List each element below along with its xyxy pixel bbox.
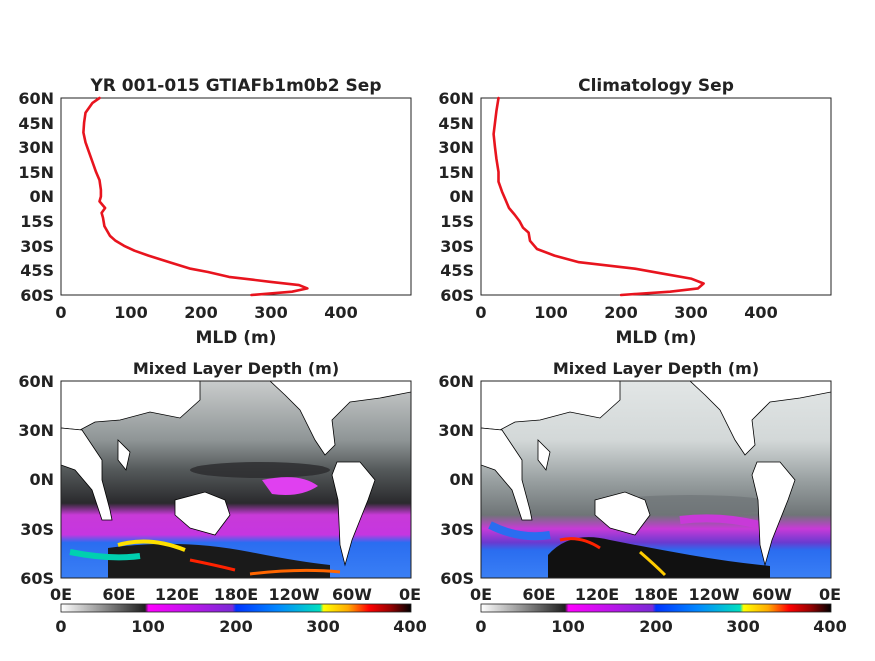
x-tick-label: 300 [254,303,287,322]
x-ticks: 0 100 200 300 400 [55,303,357,322]
colorbar-tick-label: 200 [639,617,672,636]
y-tick-label: 60N [18,89,54,108]
x-tick-label: 120E [155,585,199,604]
y-tick-label: 60N [438,372,474,391]
colorbar-tick-label: 100 [131,617,164,636]
y-ticks: 60N 45N 30N 15N 0N 15S 30S 45S 60S [18,89,54,305]
y-tick-label: 0N [29,470,54,489]
map-field [481,381,831,578]
y-tick-label: 15S [20,212,54,231]
profile-panel-left: YR 001-015 GTIAFb1m0b2 Sep 0 100 200 300… [18,76,412,348]
y-ticks: 60N 30N 0N 30S 60S [18,372,54,588]
x-tick-label: 400 [324,303,357,322]
x-tick-label: 0E [50,585,72,604]
y-tick-label: 45S [20,261,54,280]
x-tick-label: 100 [534,303,567,322]
y-tick-label: 60S [20,569,54,588]
map-field [61,381,411,578]
mld-map-right: Mixed Layer Depth (m) 60N 30N 0N 30S 60S [438,359,846,636]
x-tick-label: 0E [399,585,421,604]
colorbar [480,603,832,613]
chart-title: YR 001-015 GTIAFb1m0b2 Sep [89,76,381,96]
y-tick-label: 45N [18,114,54,133]
colorbar-tick-label: 300 [306,617,339,636]
colorbar-tick-label: 200 [219,617,252,636]
x-tick-label: 0E [819,585,841,604]
y-tick-label: 30N [18,138,54,157]
y-tick-label: 15N [438,163,474,182]
y-tick-label: 30N [18,421,54,440]
y-tick-label: 30S [440,520,474,539]
colorbar [60,603,412,613]
y-tick-label: 30N [438,138,474,157]
x-tick-label: 180E [214,585,258,604]
y-tick-label: 45S [440,261,474,280]
y-tick-label: 30N [438,421,474,440]
mld-profile-line [492,96,705,297]
colorbar-tick-label: 300 [726,617,759,636]
y-tick-label: 60N [18,372,54,391]
y-ticks: 60N 30N 0N 30S 60S [438,372,474,588]
x-tick-label: 0E [470,585,492,604]
map-title: Mixed Layer Depth (m) [553,359,759,378]
y-tick-label: 0N [449,470,474,489]
x-tick-label: 120E [575,585,619,604]
x-ticks: 0 100 200 300 400 [475,303,777,322]
x-axis-label: MLD (m) [615,328,696,348]
x-tick-label: 60E [522,585,555,604]
map-title: Mixed Layer Depth (m) [133,359,339,378]
profile-panel-right: Climatology Sep 0 100 200 300 400 60N 45… [438,76,832,348]
x-axis-label: MLD (m) [195,328,276,348]
colorbar-tick-label: 100 [551,617,584,636]
colorbar-tick-label: 0 [55,617,66,636]
chart-title: Climatology Sep [578,76,734,96]
x-tick-label: 100 [114,303,147,322]
y-tick-label: 15S [440,212,474,231]
colorbar-tick-label: 400 [813,617,846,636]
x-tick-label: 180E [634,585,678,604]
colorbar-ticks: 0 100 200 300 400 [55,617,426,636]
y-tick-label: 60S [20,286,54,305]
x-tick-label: 0 [475,303,486,322]
y-tick-label: 0N [29,187,54,206]
x-tick-label: 120W [688,585,739,604]
mld-map-left: Mixed Layer Depth (m) 60N 30N 0N 30S 6 [18,359,426,636]
y-tick-label: 45N [438,114,474,133]
colorbar-ticks: 0 100 200 300 400 [475,617,846,636]
x-tick-label: 60E [102,585,135,604]
x-tick-label: 0 [55,303,66,322]
x-tick-label: 60W [752,585,792,604]
x-tick-label: 60W [332,585,372,604]
y-tick-label: 30S [20,237,54,256]
x-tick-label: 200 [604,303,637,322]
x-tick-label: 300 [674,303,707,322]
mld-profile-line [82,96,309,297]
y-tick-label: 60S [440,286,474,305]
x-tick-label: 120W [268,585,319,604]
y-tick-label: 60S [440,569,474,588]
colorbar-tick-label: 0 [475,617,486,636]
y-ticks: 60N 45N 30N 15N 0N 15S 30S 45S 60S [438,89,474,305]
y-tick-label: 60N [438,89,474,108]
x-ticks: 0E 60E 120E 180E 120W 60W 0E [470,585,841,604]
y-tick-label: 30S [440,237,474,256]
x-tick-label: 200 [184,303,217,322]
y-tick-label: 0N [449,187,474,206]
x-tick-label: 400 [744,303,777,322]
y-tick-label: 15N [18,163,54,182]
y-tick-label: 30S [20,520,54,539]
colorbar-tick-label: 400 [393,617,426,636]
x-ticks: 0E 60E 120E 180E 120W 60W 0E [50,585,421,604]
